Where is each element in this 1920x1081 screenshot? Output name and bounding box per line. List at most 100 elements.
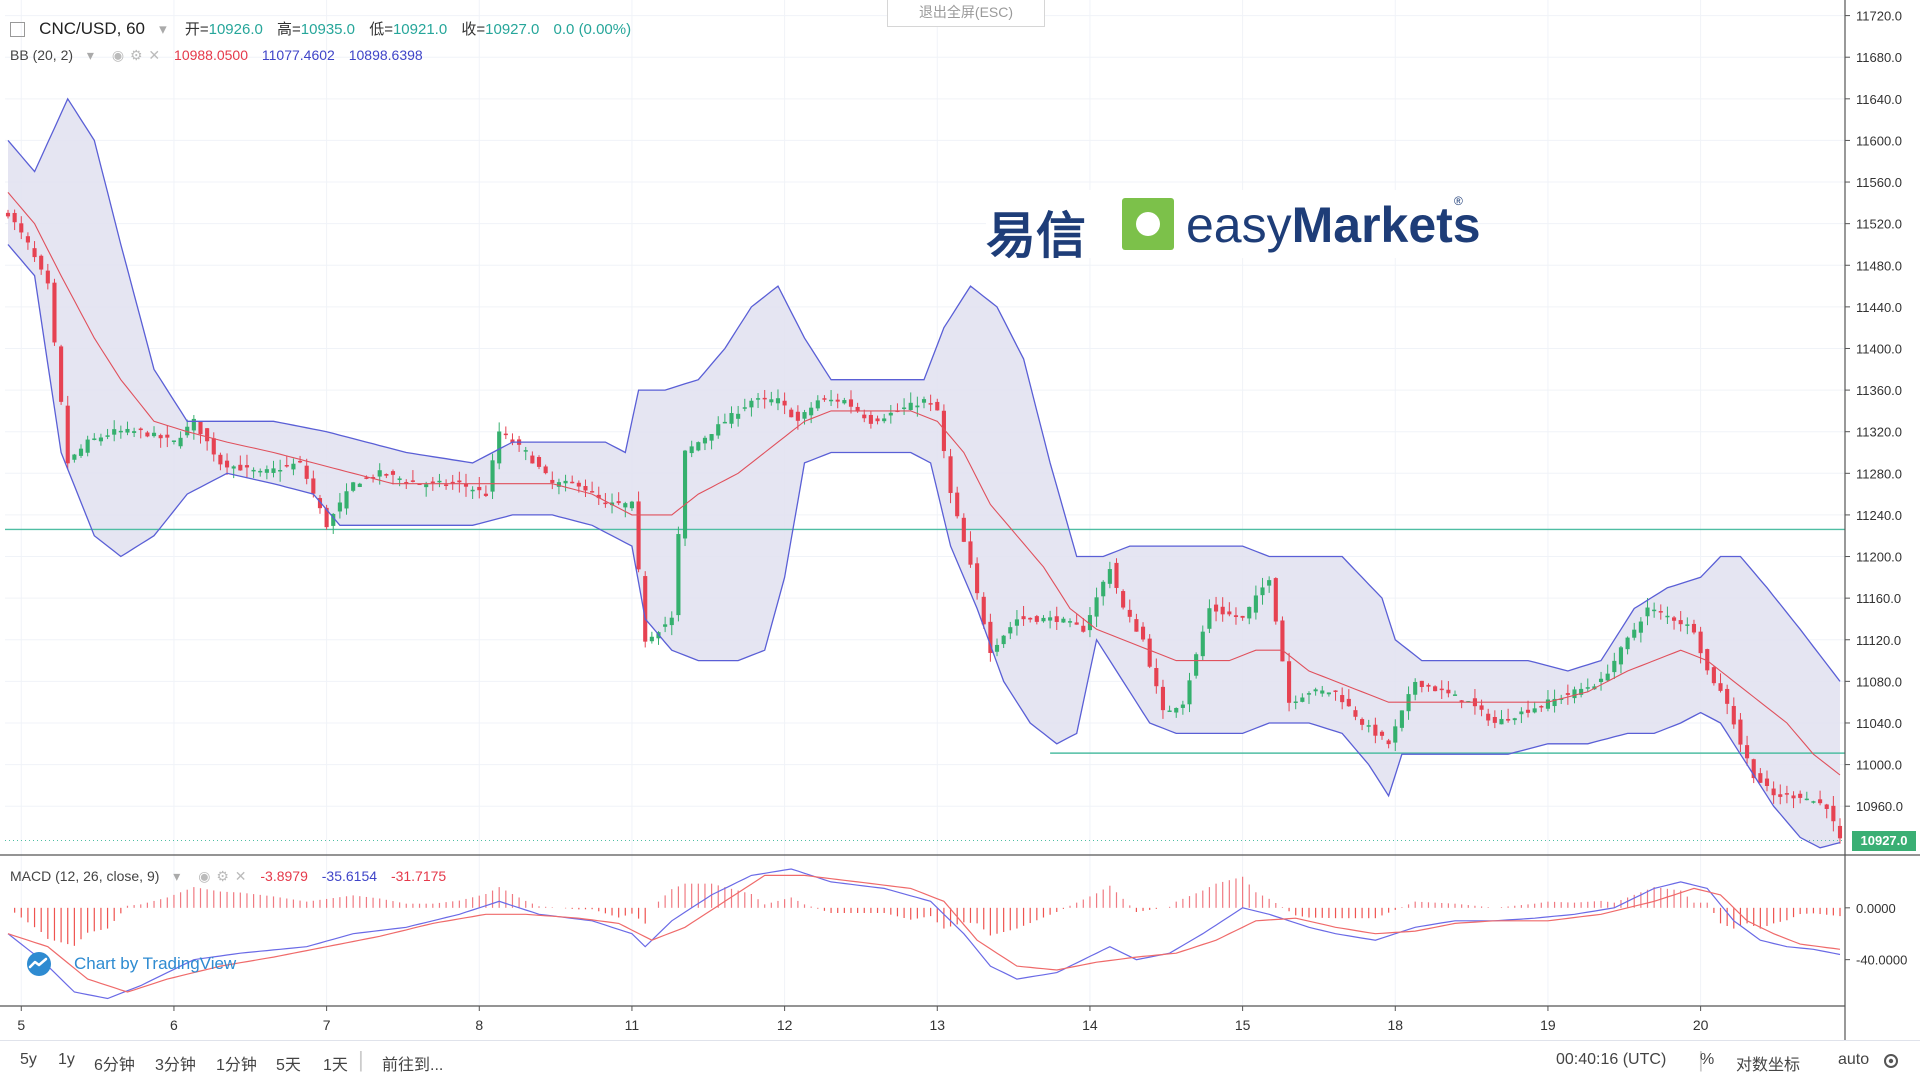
candle xyxy=(344,483,349,515)
auto-scale-toggle[interactable]: auto xyxy=(1838,1051,1870,1068)
candle xyxy=(1486,708,1491,726)
macd-label[interactable]: MACD (12, 26, close, 9) xyxy=(10,868,160,884)
candle xyxy=(1127,599,1132,623)
chevron-down-icon[interactable]: ▾ xyxy=(86,47,94,63)
candle xyxy=(98,433,103,446)
clock: 00:40:16 (UTC) xyxy=(1556,1051,1667,1068)
candle-body xyxy=(98,437,103,442)
candle-body xyxy=(888,412,893,416)
percent-toggle[interactable]: % xyxy=(1700,1051,1715,1068)
candle-body xyxy=(1293,701,1298,703)
visibility-icon[interactable]: ◉ xyxy=(111,47,125,63)
settings-icon[interactable]: ⚙ xyxy=(216,868,229,884)
candle-body xyxy=(1174,707,1179,713)
candle xyxy=(941,404,946,459)
candle-body xyxy=(1585,687,1590,689)
candle-body xyxy=(848,399,854,407)
candle-body xyxy=(1306,693,1312,695)
candle-body xyxy=(218,454,223,465)
candle-body xyxy=(742,407,747,409)
candle xyxy=(563,474,568,492)
candle-body xyxy=(1598,678,1604,683)
candle xyxy=(1671,615,1677,630)
x-tick-label: 12 xyxy=(777,1017,793,1033)
candle xyxy=(463,473,469,497)
candle xyxy=(165,425,170,448)
range-1y[interactable]: 1y xyxy=(58,1051,75,1068)
candle-body xyxy=(1207,608,1212,629)
candle xyxy=(1048,610,1053,629)
range-5d[interactable]: 5天 xyxy=(276,1057,301,1074)
candle xyxy=(244,454,250,478)
settings-gear-icon[interactable] xyxy=(1882,1052,1900,1070)
candle-body xyxy=(1081,625,1086,632)
candle xyxy=(52,278,57,346)
candle-body xyxy=(802,412,807,419)
range-3min[interactable]: 3分钟 xyxy=(155,1057,196,1074)
candle-body xyxy=(1287,661,1292,703)
candle-body xyxy=(1552,698,1557,707)
candle-body xyxy=(132,431,137,433)
close-label: 收= xyxy=(461,21,486,38)
candle-body xyxy=(1492,716,1497,723)
candle-body xyxy=(311,478,316,494)
candle xyxy=(185,419,190,438)
candle-body xyxy=(868,414,873,424)
candle xyxy=(988,613,993,662)
candle xyxy=(1366,719,1371,733)
candle xyxy=(676,526,681,622)
y-tick-label: 11680.0 xyxy=(1856,50,1902,65)
candle xyxy=(1419,680,1424,693)
candle-body xyxy=(629,501,635,509)
candle xyxy=(682,449,688,547)
candle-body xyxy=(151,432,157,437)
candle-body xyxy=(749,400,754,408)
candle-body xyxy=(1147,638,1152,667)
candle xyxy=(1074,614,1079,625)
x-tick-label: 5 xyxy=(17,1017,25,1033)
x-tick-label: 13 xyxy=(929,1017,945,1033)
range-5y[interactable]: 5y xyxy=(20,1051,37,1068)
log-scale-toggle[interactable]: 对数坐标 xyxy=(1736,1057,1801,1074)
visibility-icon[interactable]: ◉ xyxy=(198,868,211,884)
close-icon[interactable]: ✕ xyxy=(234,868,247,884)
macd-tick-label: 0.0000 xyxy=(1856,901,1896,916)
symbol-label[interactable]: CNC/USD, 60 xyxy=(39,19,145,38)
range-1min[interactable]: 1分钟 xyxy=(216,1057,257,1074)
candle-body xyxy=(961,517,966,542)
bb-label[interactable]: BB (20, 2) xyxy=(10,47,74,63)
candle xyxy=(1233,607,1239,625)
settings-icon[interactable]: ⚙ xyxy=(129,47,143,63)
candle xyxy=(1764,770,1770,792)
candle xyxy=(1426,683,1431,692)
candle xyxy=(1625,636,1630,655)
candle-body xyxy=(138,428,143,431)
candle-body xyxy=(1200,631,1205,657)
candle xyxy=(497,422,502,470)
divider: | xyxy=(358,1047,364,1072)
candle-body xyxy=(65,405,70,464)
chevron-down-icon[interactable]: ▾ xyxy=(159,21,167,38)
goto-button[interactable]: 前往到... xyxy=(382,1057,444,1074)
bb-lower-value: 10898.6398 xyxy=(348,47,423,63)
candle xyxy=(782,392,787,415)
candle-body xyxy=(12,212,17,223)
candle xyxy=(882,413,887,424)
range-1d[interactable]: 1天 xyxy=(323,1057,348,1074)
candle-body xyxy=(1074,622,1079,625)
candle-body xyxy=(384,474,389,476)
collapse-icon[interactable] xyxy=(10,21,25,37)
candle-body xyxy=(258,470,263,473)
candle-body xyxy=(1831,805,1836,822)
candle-body xyxy=(1778,794,1783,797)
candle-body xyxy=(1087,615,1093,631)
candle xyxy=(65,395,70,470)
range-6min[interactable]: 6分钟 xyxy=(94,1057,135,1074)
price-chart[interactable]: 11720.011680.011640.011600.011560.011520… xyxy=(0,0,1920,1040)
candle xyxy=(1200,625,1205,661)
candle-body xyxy=(211,438,216,455)
candle-body xyxy=(1818,799,1823,804)
close-icon[interactable]: ✕ xyxy=(148,47,161,63)
exit-fullscreen-button[interactable]: 退出全屏(ESC) xyxy=(887,0,1045,27)
chevron-down-icon[interactable]: ▾ xyxy=(173,868,181,884)
